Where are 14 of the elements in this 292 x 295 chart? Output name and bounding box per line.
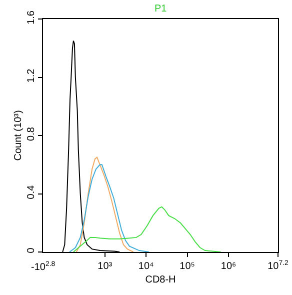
x-tick-label: 10⁵ xyxy=(180,261,195,272)
y-axis-title: Count (10³) xyxy=(13,110,24,161)
x-tick-label: 10³ xyxy=(98,261,113,272)
y-tick-label: 1.2 xyxy=(26,68,37,83)
y-tick-label: 0 xyxy=(26,247,37,254)
x-axis-title: CD8-H xyxy=(145,274,176,286)
chart-title: P1 xyxy=(154,3,168,14)
y-tick-label: 1.6 xyxy=(26,10,37,24)
x-tick-label: 10⁴ xyxy=(138,261,154,272)
x-tick-label: 10$^{7.2}$ xyxy=(268,260,289,272)
y-tick-label: 0.4 xyxy=(26,184,37,200)
text: -10$^{2.8}$ xyxy=(31,261,56,274)
x-tick-label: 10⁶ xyxy=(220,261,236,272)
y-tick-label: 0.8 xyxy=(26,126,37,141)
